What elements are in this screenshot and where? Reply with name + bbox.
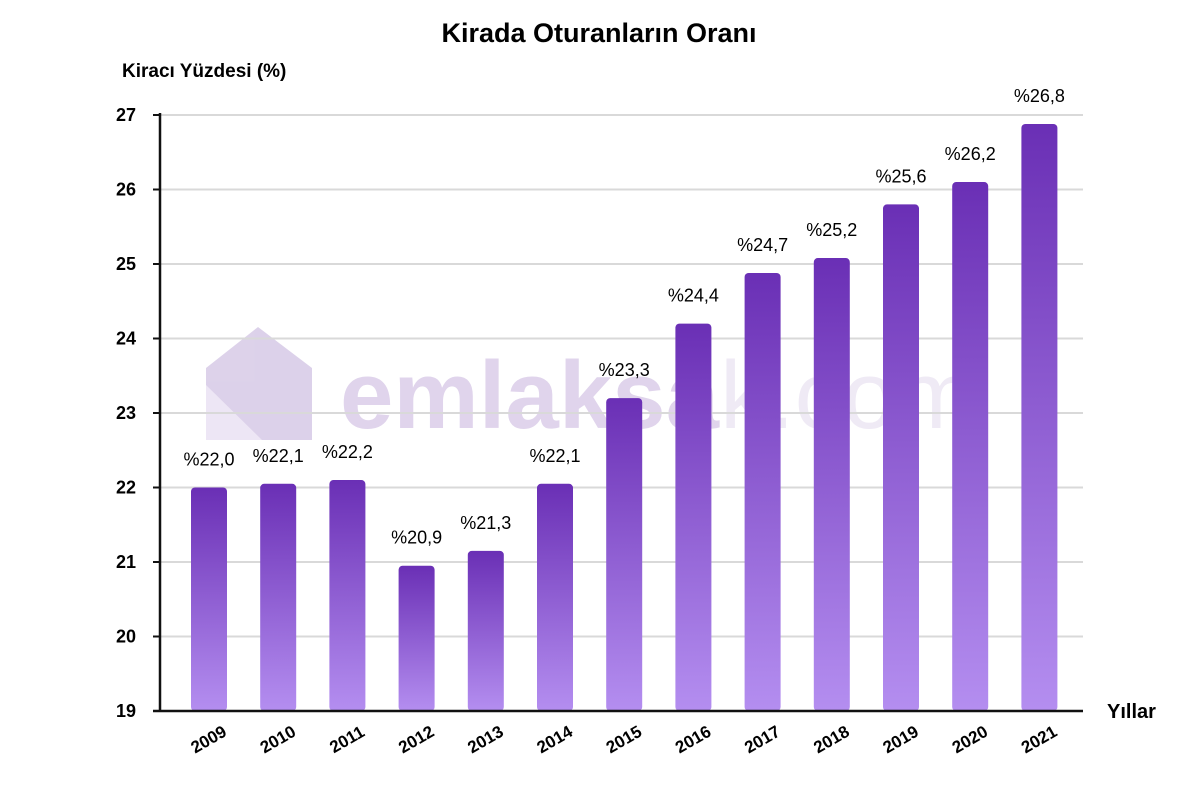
x-tick-label: 2015 xyxy=(603,722,645,757)
data-label: %23,3 xyxy=(599,360,650,380)
bar xyxy=(952,182,989,712)
y-tick-label: 21 xyxy=(116,552,136,572)
bar xyxy=(260,483,297,711)
y-tick-label: 23 xyxy=(116,403,136,423)
x-tick-label: 2019 xyxy=(880,722,922,757)
bar xyxy=(744,272,781,711)
bar xyxy=(813,258,850,711)
bar xyxy=(606,398,643,711)
y-tick-label: 22 xyxy=(116,478,136,498)
data-label: %24,4 xyxy=(668,286,719,306)
y-tick-label: 24 xyxy=(116,329,136,349)
bar xyxy=(675,323,712,711)
house-logo-icon xyxy=(206,327,312,440)
bar xyxy=(191,487,227,711)
data-label: %21,3 xyxy=(460,513,511,533)
data-label: %26,8 xyxy=(1014,86,1065,106)
y-tick-label: 25 xyxy=(116,254,136,274)
y-tick-label: 26 xyxy=(116,180,136,200)
x-tick-label: 2010 xyxy=(257,722,299,757)
x-tick-label: 2020 xyxy=(949,722,991,757)
x-axis-label: Yıllar xyxy=(1107,701,1156,723)
bar xyxy=(537,483,573,711)
y-tick-label: 19 xyxy=(116,701,136,721)
data-label: %22,1 xyxy=(253,446,304,466)
data-label: %26,2 xyxy=(945,144,996,164)
data-labels: %22,0 %22,1 %22,2 %20,9 %21,3 %22,1 %23,3 %24,4… xyxy=(183,86,1064,548)
bar xyxy=(467,550,504,711)
bar xyxy=(1021,123,1058,711)
x-tick-label: 2013 xyxy=(464,722,506,757)
data-label: %22,2 xyxy=(322,442,373,462)
y-tick-label: 27 xyxy=(116,105,136,125)
data-label: %24,7 xyxy=(737,235,788,255)
x-tick-label: 2011 xyxy=(326,722,367,757)
bar xyxy=(883,204,919,711)
data-label: %22,0 xyxy=(183,450,234,470)
y-axis-label: Kiracı Yüzdesi (%) xyxy=(122,61,286,82)
x-tick-label: 2018 xyxy=(810,722,852,757)
data-label: %20,9 xyxy=(391,528,442,548)
bar xyxy=(398,565,435,711)
chart-title: Kirada Oturanların Oranı xyxy=(441,18,756,48)
watermark-text: emlaksa xyxy=(340,342,720,449)
x-tick-label: 2014 xyxy=(534,722,577,758)
x-tick-label: 2009 xyxy=(188,722,230,757)
data-label: %22,1 xyxy=(529,446,580,466)
y-tick-label: 20 xyxy=(116,627,136,647)
bars xyxy=(191,123,1058,712)
x-tick-label: 2012 xyxy=(395,722,437,757)
watermark: emlaksa k.com xyxy=(206,327,976,449)
x-tick-label: 2016 xyxy=(672,722,714,757)
bar xyxy=(329,480,366,711)
x-tick-label: 2021 xyxy=(1018,722,1060,757)
data-label: %25,6 xyxy=(875,166,926,186)
x-tick-label: 2017 xyxy=(741,722,783,757)
data-label: %25,2 xyxy=(806,220,857,240)
